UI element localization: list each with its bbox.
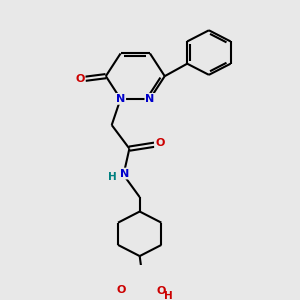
Text: H: H [108, 172, 117, 182]
Text: O: O [155, 138, 164, 148]
Text: N: N [120, 169, 130, 178]
Text: O: O [156, 286, 166, 296]
Text: N: N [116, 94, 125, 104]
Text: N: N [146, 94, 154, 104]
Text: O: O [75, 74, 85, 84]
Text: H: H [164, 291, 173, 300]
Text: O: O [116, 285, 126, 295]
